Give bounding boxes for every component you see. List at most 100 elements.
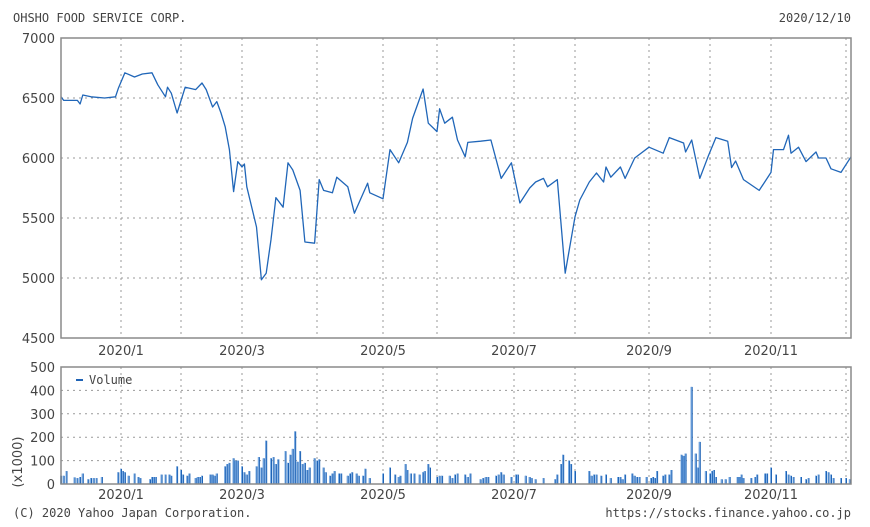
volume-bar-highlight	[394, 474, 396, 484]
volume-bar-highlight	[441, 475, 443, 484]
volume-bar-highlight	[182, 474, 184, 484]
volume-bar-highlight	[186, 475, 188, 484]
y-tick-label: 200	[30, 431, 55, 446]
copyright: (C) 2020 Yahoo Japan Corporation.	[13, 506, 251, 520]
x-tick-label: 2020/5	[360, 344, 406, 359]
volume-bar-highlight	[792, 477, 794, 484]
volume-bar-highlight	[484, 477, 486, 484]
volume-bar-highlight	[272, 457, 274, 484]
volume-bar-highlight	[690, 386, 692, 484]
volume-bar-highlight	[316, 460, 317, 484]
volume-bar-highlight	[609, 478, 611, 484]
volume-x-axis: 2020/1 2020/3 2020/5 2020/7 2020/9 2020/11	[98, 488, 798, 503]
volume-bar-highlight	[696, 467, 698, 484]
volume-bar-highlight	[277, 459, 279, 484]
volume-bar-highlight	[711, 471, 712, 484]
x-tick-label: 2020/9	[626, 344, 672, 359]
volume-bar-highlight	[516, 474, 518, 484]
volume-bar-highlight	[333, 471, 335, 484]
volume-bar-highlight	[232, 458, 234, 484]
volume-bar-highlight	[248, 471, 250, 484]
volume-bar-highlight	[389, 467, 390, 484]
volume-bar-highlight	[308, 467, 310, 484]
volume-bar-highlight	[740, 474, 742, 484]
volume-bar	[510, 477, 513, 484]
volume-bar-highlight	[260, 467, 262, 484]
volume-bar-highlight	[211, 474, 213, 484]
volume-bar-highlight	[409, 473, 411, 484]
source-url[interactable]: https://stocks.finance.yahoo.co.jp	[605, 506, 851, 520]
volume-bar-highlight	[728, 477, 730, 484]
volume-bar-highlight	[495, 475, 496, 484]
volume-grid	[61, 367, 851, 484]
volume-bar-highlight	[787, 474, 789, 484]
volume-bar-highlight	[633, 475, 635, 484]
x-tick-label: 2020/7	[491, 344, 537, 359]
volume-bar-highlight	[438, 475, 440, 484]
volume-bar-highlight	[362, 475, 364, 484]
y-tick-label: 7000	[22, 32, 55, 47]
volume-bar-highlight	[454, 474, 455, 484]
volume-bar-highlight	[289, 454, 291, 485]
volume-bar-highlight	[638, 477, 640, 484]
volume-bar-highlight	[382, 473, 383, 484]
volume-bar-highlight	[595, 474, 597, 484]
volume-bar-highlight	[291, 448, 293, 484]
volume-bar-highlight	[738, 477, 740, 484]
volume-bar-highlight	[800, 477, 801, 484]
volume-bar-highlight	[133, 473, 135, 484]
volume-bar-highlight	[196, 477, 198, 484]
volume-bar-highlight	[510, 477, 512, 484]
volume-bar-highlight	[652, 477, 654, 484]
y-tick-label: 4500	[22, 332, 55, 347]
volume-bar-highlight	[621, 479, 623, 484]
volume-bar-highlight	[164, 474, 166, 484]
volume-bar-highlight	[562, 454, 564, 485]
volume-bar-highlight	[456, 473, 458, 484]
volume-bar-highlight	[429, 467, 430, 484]
volume-bar-highlight	[355, 473, 357, 484]
volume-bar-highlight	[624, 474, 626, 484]
volume-bar-highlight	[346, 475, 348, 484]
volume-bar-highlight	[418, 474, 420, 484]
volume-bar-highlight	[502, 474, 504, 484]
volume-bar-highlight	[670, 470, 672, 484]
volume-bar-highlight	[497, 474, 499, 484]
volume-bar-highlight	[785, 471, 786, 484]
volume-bar-highlight	[479, 479, 481, 484]
volume-bar-highlight	[524, 475, 526, 484]
price-grid	[61, 38, 851, 338]
volume-bar-highlight	[451, 478, 453, 484]
volume-bar-highlight	[556, 474, 558, 484]
volume-bar-highlight	[296, 461, 298, 484]
volume-bar-highlight	[351, 472, 353, 484]
volume-bar-highlight	[265, 440, 267, 484]
volume-bar-highlight	[568, 460, 570, 484]
price-plot-frame	[60, 37, 852, 339]
volume-bar-highlight	[213, 475, 215, 484]
volume-bar-highlight	[590, 475, 592, 484]
volume-bar-highlight	[406, 470, 408, 484]
volume-bar-highlight	[436, 477, 437, 484]
volume-bar-highlight	[500, 472, 502, 484]
volume-bar-highlight	[236, 460, 238, 484]
volume-bar-highlight	[149, 479, 150, 484]
x-tick-label: 2020/3	[219, 488, 265, 503]
volume-bar-highlight	[243, 472, 245, 484]
volume-bar-highlight	[160, 474, 162, 484]
volume-bar-highlight	[76, 478, 78, 484]
y-tick-label: 400	[30, 384, 55, 399]
volume-bar-highlight	[422, 472, 424, 484]
volume-bar-highlight	[464, 474, 466, 484]
volume-bar-highlight	[257, 457, 259, 484]
volume-bar-highlight	[482, 478, 484, 484]
volume-bar-highlight	[588, 471, 590, 484]
volume-bar-highlight	[756, 474, 758, 484]
volume-bar-highlight	[404, 464, 406, 484]
volume-bar-highlight	[815, 475, 816, 484]
x-tick-label: 2020/11	[744, 344, 798, 359]
volume-bar-highlight	[645, 477, 647, 484]
volume-bar-highlight	[201, 475, 202, 484]
volume-bar-highlight	[198, 477, 200, 484]
volume-bar-highlight	[180, 470, 181, 484]
